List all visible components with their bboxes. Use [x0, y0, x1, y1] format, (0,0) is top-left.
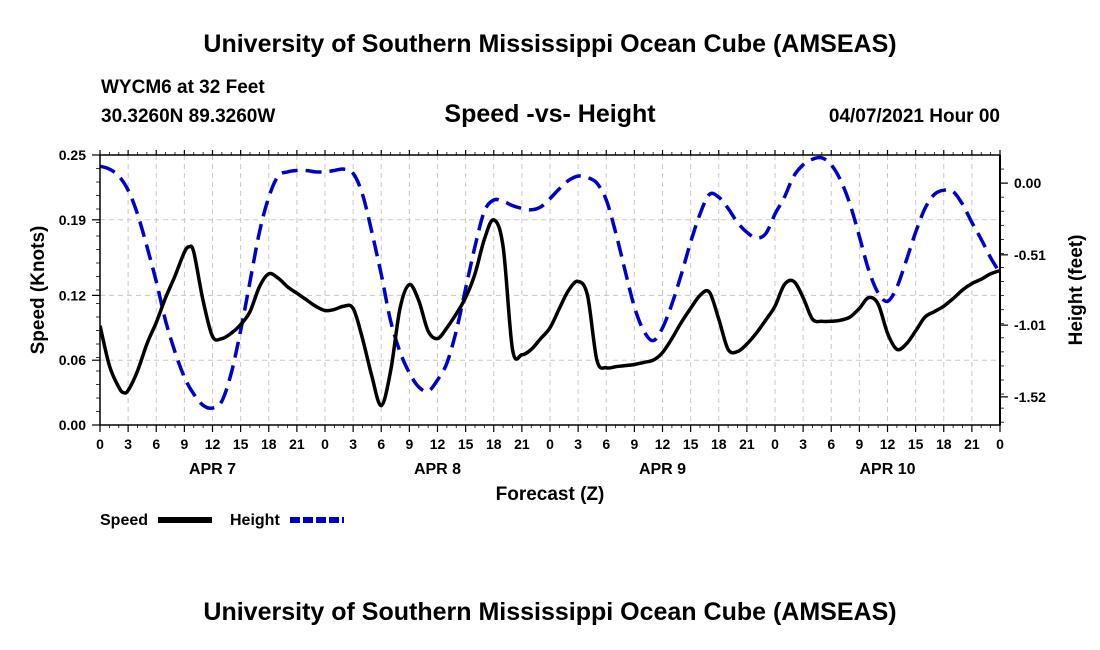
x-tick-label: 0 — [771, 436, 779, 452]
x-tick-label: 3 — [799, 436, 807, 452]
x-tick-label: 0 — [546, 436, 554, 452]
axes: 0 3 6 9 12 15 18 21 0 3 6 9 12 15 18 21 0 3 6 9 12 15 18 21 0 3 6 9… — [28, 147, 1087, 505]
forecast-datetime: 04/07/2021 Hour 00 — [828, 106, 1000, 127]
x-tick-label: 0 — [996, 436, 1004, 452]
y-right-tick-label: 0.00 — [1014, 175, 1041, 191]
page-title: University of Southern Mississippi Ocean… — [203, 30, 897, 58]
x-tick-label: 3 — [349, 436, 357, 452]
x-tick-label: 0 — [96, 436, 104, 452]
x-tick-label: 6 — [377, 436, 385, 452]
y-left-tick-label: 0.12 — [59, 287, 86, 303]
x-tick-label: 9 — [180, 436, 188, 452]
footer-title: University of Southern Mississippi Ocean… — [203, 598, 897, 626]
x-tick-label: 3 — [574, 436, 582, 452]
x-tick-label: 15 — [908, 436, 924, 452]
x-tick-label: 9 — [405, 436, 413, 452]
y-left-tick-label: 0.25 — [59, 147, 86, 163]
y-left-axis-title: Speed (Knots) — [28, 226, 49, 355]
y-right-axis-title: Height (feet) — [1066, 235, 1087, 346]
y-left-tick-label: 0.06 — [59, 352, 86, 368]
x-tick-label: 6 — [602, 436, 610, 452]
x-tick-label: 9 — [630, 436, 638, 452]
y-right-tick-label: -1.52 — [1014, 389, 1046, 405]
x-tick-label: 18 — [711, 436, 727, 452]
series-line-height — [100, 155, 1000, 411]
x-tick-label: 21 — [289, 436, 305, 452]
x-tick-label: 18 — [936, 436, 952, 452]
x-day-label: APR 7 — [189, 461, 236, 478]
x-tick-label: 21 — [514, 436, 530, 452]
legend-label-speed: Speed — [100, 512, 148, 529]
x-tick-label: 6 — [827, 436, 835, 452]
x-day-label: APR 8 — [414, 461, 461, 478]
y-right-tick-label: -1.01 — [1014, 317, 1046, 333]
legend: Speed Height — [100, 512, 344, 529]
x-day-label: APR 9 — [639, 461, 686, 478]
x-tick-label: 3 — [124, 436, 132, 452]
x-tick-label: 12 — [430, 436, 446, 452]
x-tick-label: 18 — [486, 436, 502, 452]
x-tick-label: 12 — [880, 436, 896, 452]
y-left-tick-label: 0.19 — [59, 212, 86, 228]
x-tick-label: 21 — [964, 436, 980, 452]
x-tick-label: 18 — [261, 436, 277, 452]
series-lines — [100, 155, 1000, 411]
x-tick-label: 21 — [739, 436, 755, 452]
x-tick-label: 6 — [152, 436, 160, 452]
y-left-tick-label: 0.00 — [59, 417, 86, 433]
legend-label-height: Height — [230, 512, 280, 529]
x-tick-label: 12 — [655, 436, 671, 452]
x-tick-label: 15 — [683, 436, 699, 452]
x-axis-title: Forecast (Z) — [496, 484, 605, 505]
x-tick-label: 15 — [233, 436, 249, 452]
station-coordinates: 30.3260N 89.3260W — [101, 106, 276, 127]
chart-title: Speed -vs- Height — [444, 100, 656, 128]
grid — [100, 155, 1000, 425]
series-line-speed — [100, 218, 1000, 408]
y-right-tick-label: -0.51 — [1014, 247, 1046, 263]
x-tick-label: 15 — [458, 436, 474, 452]
x-tick-label: 0 — [321, 436, 329, 452]
x-tick-label: 12 — [205, 436, 221, 452]
x-tick-label: 9 — [855, 436, 863, 452]
station-label: WYCM6 at 32 Feet — [101, 77, 265, 98]
x-day-label: APR 10 — [859, 461, 915, 478]
